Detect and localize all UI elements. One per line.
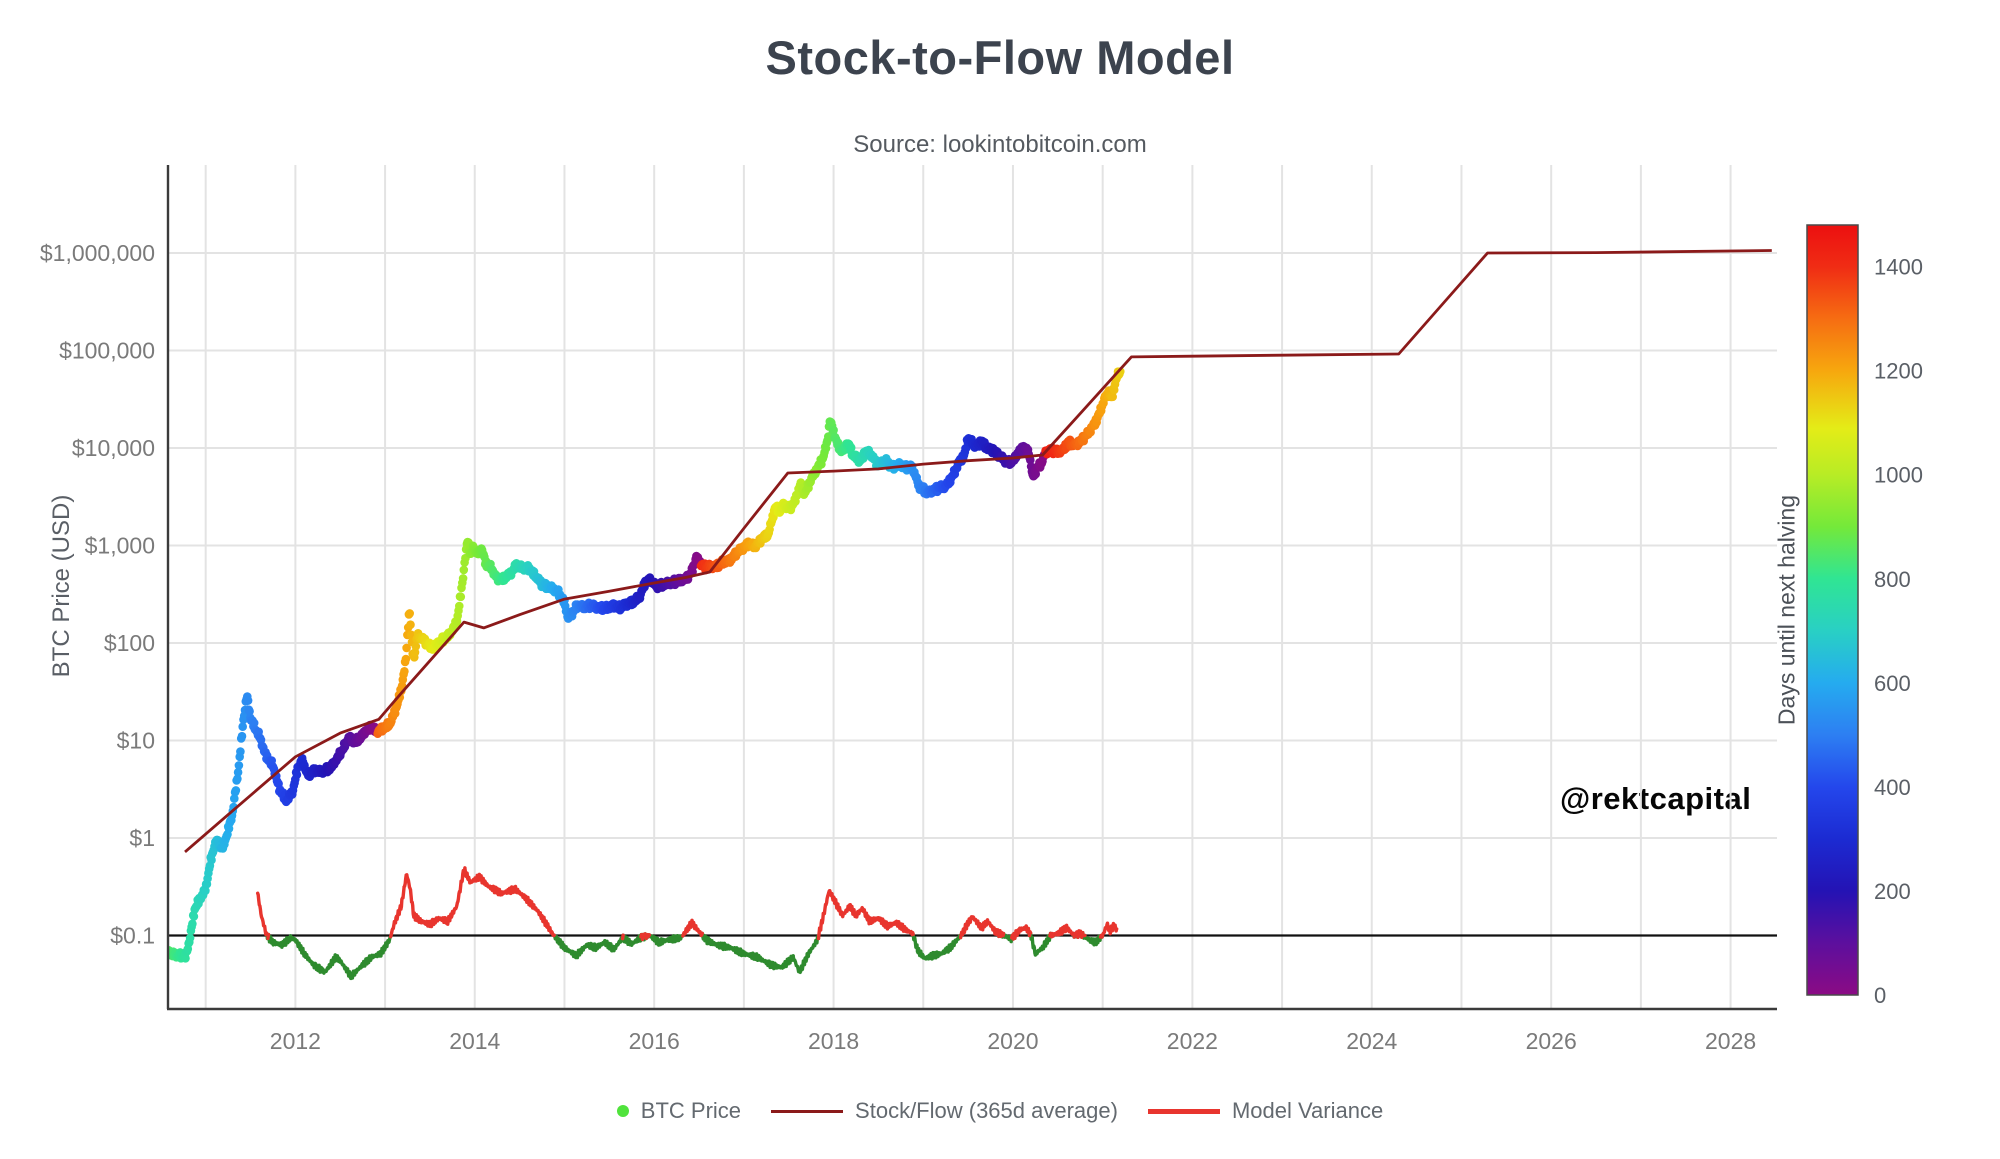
btc-price-point <box>456 592 466 602</box>
x-tick-label: 2020 <box>987 1028 1038 1054</box>
legend-item-model-variance[interactable]: Model Variance <box>1147 1098 1384 1124</box>
btc-price-point <box>411 642 421 651</box>
btc-price-point <box>455 601 464 611</box>
colorbar-tick-label: 1000 <box>1874 463 1923 488</box>
colorbar-tick-label: 200 <box>1874 879 1911 904</box>
btc-price-point <box>234 761 244 770</box>
legend-label: BTC Price <box>640 1098 742 1123</box>
btc-price-point <box>400 667 409 676</box>
legend-label: Model Variance <box>1231 1098 1384 1123</box>
y-tick-label: $100,000 <box>59 338 155 364</box>
colorbar-gradient <box>1806 224 1859 996</box>
btc-price-scatter[interactable] <box>164 367 1125 963</box>
colorbar-tick-label: 800 <box>1874 567 1911 592</box>
x-tick-label: 2014 <box>449 1028 500 1054</box>
btc-price-point <box>230 794 239 803</box>
y-tick-label: $1,000,000 <box>40 240 155 266</box>
page-subtitle: Source: lookintobitcoin.com <box>853 131 1147 158</box>
btc-price-point <box>405 609 415 618</box>
x-tick-label: 2028 <box>1705 1028 1756 1054</box>
variance-line-above <box>256 866 1119 942</box>
colorbar-tick-label: 1200 <box>1874 359 1923 384</box>
x-tick-label: 2026 <box>1526 1028 1577 1054</box>
btc-price-point <box>237 731 247 741</box>
btc-price-point <box>459 565 469 575</box>
btc-price-point <box>233 768 243 777</box>
legend-item-btc-price[interactable]: BTC Price <box>616 1098 742 1124</box>
btc-price-point <box>249 718 259 728</box>
x-tick-label: 2022 <box>1167 1028 1218 1054</box>
y-tick-label: $10,000 <box>72 435 155 461</box>
btc-price-point <box>292 770 302 779</box>
y-tick-label: $1,000 <box>85 533 155 559</box>
btc-price-point <box>201 886 210 896</box>
model-variance-series <box>256 866 1119 981</box>
btc-price-point <box>401 654 411 664</box>
btc-price-point <box>243 696 253 705</box>
y-tick-label: $10 <box>117 728 155 754</box>
btc-price-point <box>238 722 247 731</box>
btc-price-point <box>207 855 216 865</box>
btc-price-point <box>402 643 411 653</box>
y-tick-label: $0.1 <box>110 923 155 949</box>
stock-flow-model-line <box>184 249 1772 853</box>
colorbar-tick-label: 1400 <box>1874 255 1923 280</box>
btc-price-point <box>406 620 415 629</box>
legend-label: Stock/Flow (365d average) <box>855 1098 1118 1123</box>
btc-price-point <box>458 574 468 583</box>
btc-price-point <box>236 747 245 756</box>
x-tick-label: 2018 <box>808 1028 859 1054</box>
btc-price-point <box>233 774 242 784</box>
colorbar-tick-label: 0 <box>1874 983 1886 1008</box>
page-title: Stock-to-Flow Model <box>765 31 1235 84</box>
stock-flow-line-icon <box>771 1109 844 1113</box>
btc-price-dot-icon <box>616 1105 629 1117</box>
x-tick-label: 2024 <box>1346 1028 1397 1054</box>
btc-price-point <box>245 707 254 716</box>
btc-price-point <box>188 919 197 929</box>
x-tick-label: 2016 <box>629 1028 680 1054</box>
btc-price-point <box>181 954 190 963</box>
watermark-rektcapital: @rektcapital <box>1560 781 1752 816</box>
legend-item-stock-flow[interactable]: Stock/Flow (365d average) <box>771 1098 1118 1124</box>
btc-price-point <box>846 443 856 453</box>
btc-price-point <box>231 786 241 795</box>
chart-legend: BTC Price Stock/Flow (365d average) Mode… <box>0 1098 2000 1124</box>
model-variance-line-icon <box>1147 1108 1220 1114</box>
btc-price-point <box>829 425 838 435</box>
btc-price-point <box>185 933 195 943</box>
colorbar-tick-label: 400 <box>1874 775 1911 800</box>
variance-line-below <box>265 930 1104 981</box>
y-tick-label: $1 <box>129 825 155 851</box>
colorbar-tick-label: 600 <box>1874 671 1911 696</box>
btc-price-point <box>1026 455 1035 465</box>
btc-price-point <box>688 567 697 577</box>
y-tick-label: $100 <box>104 630 155 656</box>
x-tick-label: 2012 <box>270 1028 321 1054</box>
btc-price-point <box>1108 392 1117 402</box>
btc-price-point <box>189 912 199 921</box>
